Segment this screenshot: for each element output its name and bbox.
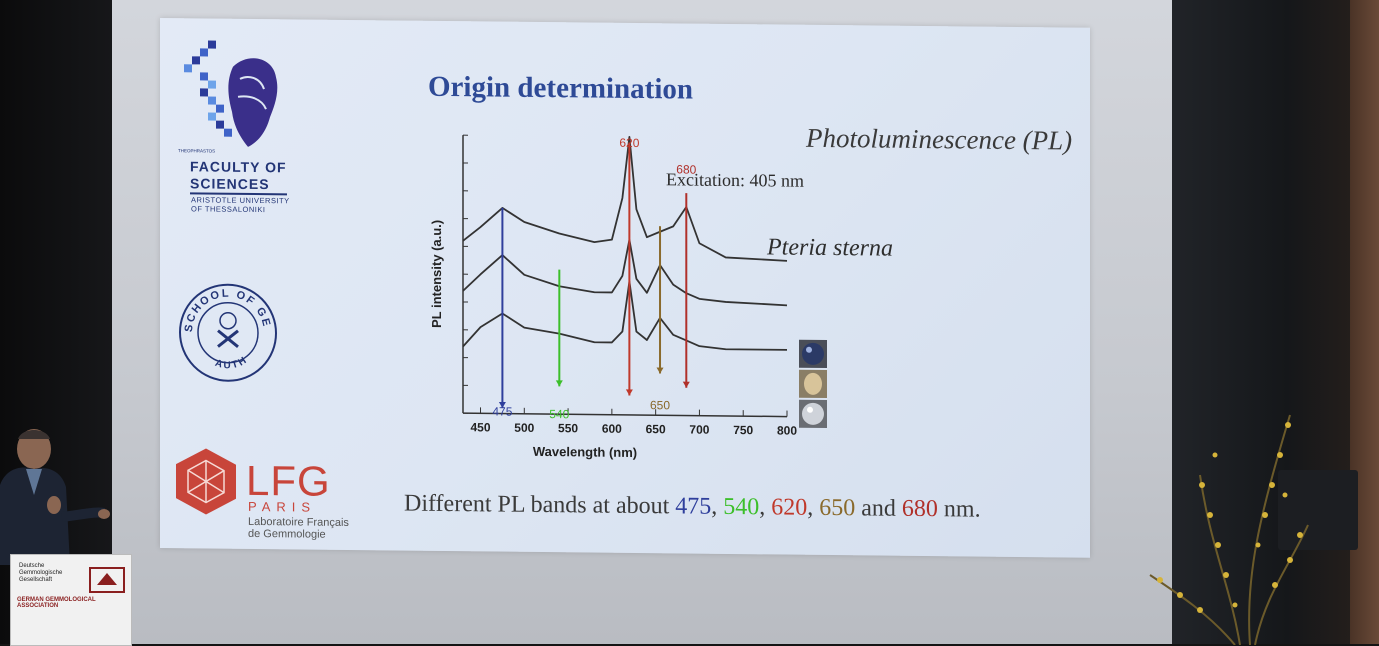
- summary-sep: ,: [711, 494, 723, 520]
- summary-text: Different PL bands at about 475, 540, 62…: [404, 491, 981, 524]
- pearl-thumbnails: [798, 339, 830, 429]
- university-name: ARISTOTLE UNIVERSITY OF THESSALONIKI: [191, 195, 290, 214]
- summary-sep: ,: [759, 494, 771, 520]
- summary-sep: ,: [807, 495, 819, 521]
- summary-suffix: nm.: [938, 496, 981, 522]
- band-680-label: 680: [676, 162, 696, 176]
- pixel-mosaic: [184, 40, 232, 137]
- band-620-label: 620: [619, 136, 639, 150]
- spectrum-line-1: [463, 135, 787, 261]
- band-680-arrow-icon: [683, 382, 690, 388]
- faculty-line2: SCIENCES: [190, 175, 287, 195]
- band-620-text: 620: [771, 494, 807, 520]
- presentation-slide: THEOPHRASTOS FACULTY OF SCIENCES ARISTOT…: [160, 18, 1090, 558]
- spectrum-line-2: [463, 238, 787, 305]
- band-475-text: 475: [675, 493, 711, 519]
- x-tick-label: 800: [777, 423, 797, 437]
- pl-spectrum-chart: 450 500 550 600 650 700 750 800 Wavelength (nm) P…: [415, 121, 835, 470]
- x-tick-label: 650: [646, 422, 666, 436]
- seal-bottom-text: AUTH: [214, 354, 251, 372]
- podium: Deutsche Gemmologische Gesellschaft GERM…: [10, 554, 132, 646]
- band-540-arrow-icon: [556, 380, 563, 386]
- x-tick-label: 550: [558, 421, 578, 435]
- summary-prefix: Different PL bands at about: [404, 491, 675, 520]
- y-axis-label: PL intensity (a.u.): [429, 220, 444, 328]
- crossed-hammers-icon: [218, 331, 238, 347]
- slide-title: Origin determination: [428, 71, 693, 107]
- x-tick-label: 700: [689, 423, 709, 437]
- method-label: Photoluminescence (PL): [806, 123, 1072, 157]
- podium-line2: Gemmologische: [19, 570, 62, 577]
- faculty-logo: THEOPHRASTOS: [178, 36, 288, 155]
- lfg-subtitle: Laboratoire Français de Gemmologie: [248, 516, 349, 541]
- band-650-arrow-icon: [657, 367, 664, 373]
- lfg-hexagon-logo: [174, 446, 238, 517]
- x-tick-label: 450: [470, 420, 490, 434]
- lfg-sub-line2: de Gemmologie: [248, 528, 349, 541]
- theophrastos-label: THEOPHRASTOS: [178, 148, 215, 153]
- school-of-geology-seal: SCHOOL OF GEOLOGY AUTH: [176, 280, 280, 385]
- svg-text:AUTH: AUTH: [214, 354, 251, 372]
- band-680-text: 680: [902, 496, 938, 522]
- university-line2: OF THESSALONIKI: [191, 204, 290, 214]
- faculty-name: FACULTY OF SCIENCES: [190, 158, 287, 195]
- band-475-label: 475: [492, 404, 512, 418]
- podium-sign: Deutsche Gemmologische Gesellschaft: [19, 563, 62, 584]
- x-axis-label: Wavelength (nm): [533, 444, 637, 460]
- podium-line3: Gesellschaft: [19, 577, 62, 584]
- faculty-line1: FACULTY OF: [190, 158, 287, 176]
- band-540-text: 540: [723, 494, 759, 520]
- x-tick-label: 500: [514, 421, 534, 435]
- podium-line1: Deutsche: [19, 563, 62, 570]
- podium-logo: [89, 567, 125, 593]
- band-650-label: 650: [650, 398, 670, 412]
- x-tick-label: 750: [733, 423, 753, 437]
- decorative-plant: [1140, 395, 1310, 645]
- podium-association: GERMAN GEMMOLOGICAL ASSOCIATION: [17, 597, 131, 609]
- svg-text:SCHOOL OF GEOLOGY: SCHOOL OF GEOLOGY: [176, 280, 273, 333]
- summary-and: and: [855, 495, 902, 521]
- band-650-text: 650: [819, 495, 855, 521]
- band-620-arrow-icon: [626, 389, 633, 395]
- spectrum-line-3: [463, 280, 787, 350]
- medallion-icon: [220, 313, 236, 329]
- philosopher-head-icon: [228, 58, 277, 147]
- presenter: [0, 425, 120, 565]
- x-tick-label: 600: [602, 422, 622, 436]
- band-540-label: 540: [549, 407, 569, 421]
- lfg-sub-line1: Laboratoire Français: [248, 516, 349, 529]
- lfg-paris: PARIS: [248, 499, 316, 515]
- seal-ring-text: SCHOOL OF GEOLOGY: [176, 280, 273, 333]
